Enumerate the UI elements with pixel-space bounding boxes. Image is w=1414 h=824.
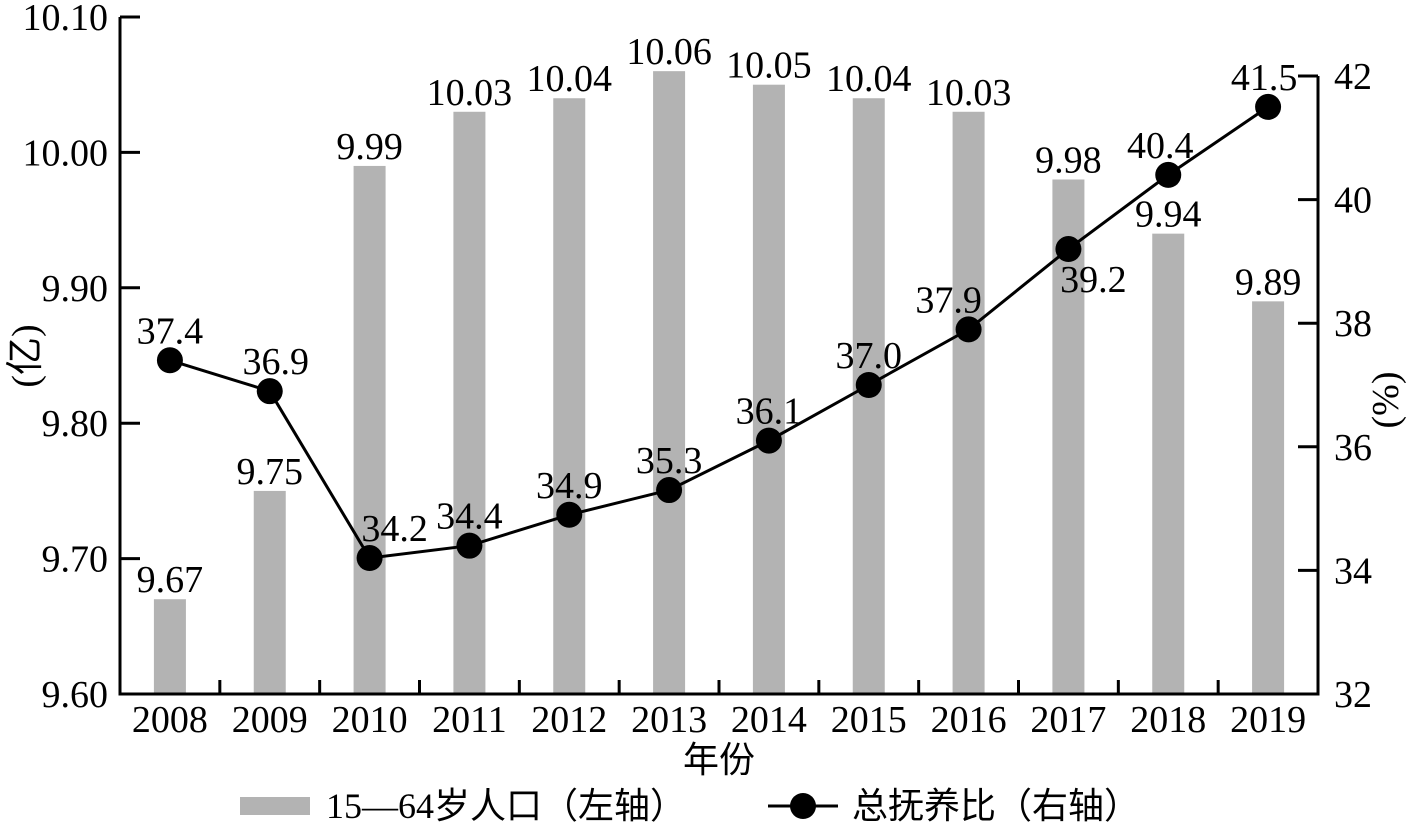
- x-axis-year-label: 2008: [132, 699, 208, 741]
- line-point-2008: [156, 347, 183, 374]
- line-point-2009: [256, 378, 283, 405]
- bar-2019: [1252, 301, 1285, 694]
- line-point-2019: [1255, 93, 1282, 120]
- line-value-label: 36.1: [736, 391, 803, 433]
- legend-bar-swatch: [240, 797, 310, 815]
- x-axis-year-label: 2014: [731, 699, 807, 741]
- right-axis-tick-label: 34: [1334, 550, 1372, 592]
- line-value-label: 34.4: [436, 496, 503, 538]
- x-axis-year-label: 2012: [531, 699, 607, 741]
- line-point-2014: [755, 427, 782, 454]
- x-axis-year-label: 2011: [432, 699, 507, 741]
- x-axis-year-label: 2010: [332, 699, 408, 741]
- x-axis-year-label: 2009: [232, 699, 308, 741]
- right-axis-tick-label: 36: [1334, 427, 1372, 469]
- bar-value-label: 9.67: [137, 559, 204, 601]
- x-axis-year-label: 2015: [831, 699, 907, 741]
- line-point-2015: [855, 372, 882, 398]
- line-point-2010: [356, 545, 383, 572]
- right-axis-tick-label: 40: [1334, 180, 1372, 222]
- right-axis-tick-label: 42: [1334, 56, 1372, 98]
- bar-value-label: 10.03: [427, 72, 513, 114]
- right-axis-tick-label: 32: [1334, 674, 1372, 716]
- legend-dot-marker: [790, 793, 816, 819]
- line-value-label: 41.5: [1231, 57, 1298, 99]
- left-axis-tick-label: 10.10: [23, 0, 109, 39]
- x-axis-year-label: 2018: [1130, 699, 1206, 741]
- line-point-2012: [556, 501, 583, 528]
- left-axis-tick-label: 9.80: [42, 403, 109, 445]
- x-axis-title: 年份: [683, 740, 755, 780]
- legend-label-population: 15—64岁人口（左轴）: [326, 786, 686, 824]
- left-axis-tick-label: 10.00: [23, 132, 109, 174]
- bar-2009: [253, 490, 286, 694]
- line-value-label: 37.9: [915, 279, 982, 321]
- bar-2012: [553, 98, 586, 695]
- bar-2018: [1152, 233, 1185, 694]
- line-value-label: 40.4: [1127, 125, 1194, 167]
- bar-value-label: 10.04: [527, 58, 613, 100]
- line-value-label: 34.2: [361, 508, 428, 550]
- x-axis-year-label: 2016: [931, 699, 1007, 741]
- left-axis-tick-label: 9.90: [42, 268, 109, 310]
- bar-2016: [952, 111, 985, 694]
- bar-value-label: 10.03: [926, 72, 1012, 114]
- bar-value-label: 9.89: [1235, 261, 1302, 303]
- left-axis-title: (亿): [5, 324, 47, 387]
- bar-value-label: 10.06: [626, 31, 712, 73]
- right-axis-tick-label: 38: [1334, 303, 1372, 345]
- x-axis-year-label: 2019: [1230, 699, 1306, 741]
- line-value-label: 37.0: [836, 335, 903, 377]
- line-point-2013: [656, 477, 683, 504]
- line-value-label: 36.9: [243, 341, 310, 383]
- legend-label-dependency: 总抚养比（右轴）: [852, 786, 1140, 824]
- bar-2014: [752, 84, 785, 694]
- line-point-2018: [1155, 161, 1182, 188]
- right-axis-title: (%): [1365, 372, 1407, 429]
- bar-2010: [353, 165, 386, 694]
- bar-value-label: 9.99: [336, 126, 403, 168]
- x-axis-year-label: 2017: [1030, 699, 1106, 741]
- dependency-ratio-line: [169, 105, 1269, 560]
- bar-value-label: 9.75: [237, 451, 304, 493]
- bar-value-label: 10.04: [826, 58, 912, 100]
- left-axis-tick-label: 9.70: [42, 539, 109, 581]
- bar-2008: [153, 599, 186, 694]
- bar-2017: [1052, 179, 1085, 695]
- line-point-2017: [1055, 236, 1082, 263]
- line-point-2016: [955, 316, 982, 343]
- line-value-label: 35.3: [636, 440, 703, 482]
- line-value-label: 34.9: [536, 465, 603, 507]
- line-value-label: 39.2: [1060, 259, 1127, 301]
- bar-value-label: 9.98: [1035, 139, 1102, 181]
- line-point-2011: [456, 532, 483, 559]
- bar-value-label: 10.05: [726, 45, 812, 87]
- bar-2013: [653, 71, 686, 694]
- left-axis-tick-label: 9.60: [42, 674, 109, 716]
- x-axis-year-label: 2013: [631, 699, 707, 741]
- bar-value-label: 9.94: [1135, 194, 1202, 236]
- line-value-label: 37.4: [137, 310, 204, 352]
- bar-2011: [453, 111, 486, 694]
